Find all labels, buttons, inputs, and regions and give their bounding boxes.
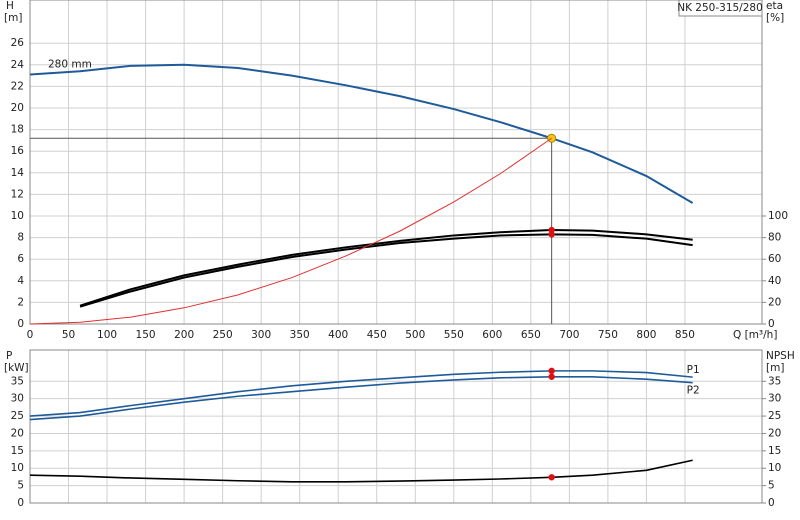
- x-axis-label: Q [m³/h]: [733, 329, 777, 341]
- y2-tick-label: 35: [768, 375, 781, 387]
- chart-title: NK 250-315/280: [677, 2, 763, 14]
- y2-tick-label: 0: [768, 318, 775, 330]
- duty-marker: [548, 373, 555, 380]
- x-tick-label: 550: [444, 329, 464, 341]
- y2-tick-label: 80: [768, 232, 781, 244]
- curve-label: P1: [687, 364, 700, 376]
- y2-tick-label: 60: [768, 253, 781, 265]
- series-line: [29, 459, 693, 483]
- y2-tick-label: 25: [768, 410, 781, 422]
- y2-axis-unit: [m]: [766, 362, 784, 374]
- y-tick-label: 16: [11, 145, 25, 157]
- plot-frame: [29, 349, 763, 504]
- y-tick-label: 0: [17, 318, 24, 330]
- duty-marker: [548, 231, 555, 238]
- x-tick-label: 600: [482, 329, 502, 341]
- series-line: [29, 63, 694, 204]
- y2-tick-label: 15: [768, 445, 781, 457]
- y-tick-label: 14: [11, 167, 25, 179]
- x-tick-label: 50: [62, 329, 75, 341]
- x-tick-label: 650: [521, 329, 541, 341]
- y-tick-label: 35: [11, 375, 24, 387]
- x-tick-label: 850: [675, 329, 695, 341]
- y-axis-label: P: [6, 350, 12, 362]
- x-tick-label: 100: [97, 329, 117, 341]
- y-tick-label: 4: [17, 275, 24, 287]
- y-tick-label: 10: [11, 210, 24, 222]
- y-tick-label: 20: [11, 427, 24, 439]
- x-tick-label: 0: [27, 329, 34, 341]
- y-tick-label: 25: [11, 410, 24, 422]
- series-line: [29, 375, 693, 421]
- y-tick-label: 20: [11, 102, 24, 114]
- duty-marker: [548, 474, 555, 481]
- x-tick-label: 700: [559, 329, 579, 341]
- x-tick-label: 450: [367, 329, 387, 341]
- y-tick-label: 10: [11, 462, 24, 474]
- title-box: [678, 0, 763, 17]
- y-tick-label: 12: [11, 188, 24, 200]
- y2-tick-label: 0: [768, 497, 775, 509]
- y2-tick-label: 30: [768, 393, 781, 405]
- y-axis-unit: [kW]: [4, 362, 29, 374]
- x-tick-label: 250: [213, 329, 233, 341]
- y2-tick-label: 100: [768, 210, 788, 222]
- x-tick-label: 150: [136, 329, 156, 341]
- y-tick-label: 6: [17, 253, 24, 265]
- x-tick-label: 200: [174, 329, 194, 341]
- y-tick-label: 30: [11, 393, 24, 405]
- x-tick-label: 800: [636, 329, 656, 341]
- series-line: [79, 229, 693, 307]
- y2-tick-label: 10: [768, 462, 781, 474]
- y2-axis-label: NPSH: [766, 350, 795, 362]
- y-tick-label: 22: [11, 80, 24, 92]
- y-tick-label: 8: [17, 232, 24, 244]
- series-line: [79, 233, 693, 308]
- y2-tick-label: 20: [768, 427, 781, 439]
- y-axis-unit: [m]: [4, 12, 22, 24]
- curve-label: 280 mm: [48, 59, 92, 71]
- y2-axis-unit: [%]: [766, 12, 784, 24]
- x-tick-label: 400: [328, 329, 348, 341]
- y-tick-label: 2: [17, 296, 24, 308]
- y-tick-label: 26: [11, 37, 25, 49]
- y2-tick-label: 20: [768, 296, 781, 308]
- plot-frame: [29, 0, 763, 325]
- y2-tick-label: 40: [768, 275, 781, 287]
- y2-tick-label: 5: [768, 480, 775, 492]
- y-tick-label: 5: [17, 480, 24, 492]
- y-tick-label: 24: [11, 59, 25, 71]
- y-tick-label: 0: [17, 497, 24, 509]
- duty-marker: [548, 367, 555, 375]
- x-tick-label: 300: [251, 329, 271, 341]
- x-tick-label: 350: [290, 329, 310, 341]
- x-tick-label: 750: [598, 329, 618, 341]
- curve-label: P2: [687, 385, 700, 397]
- y-tick-label: 18: [11, 124, 24, 136]
- series-line: [29, 370, 693, 417]
- x-tick-label: 500: [405, 329, 425, 341]
- y-tick-label: 15: [11, 445, 24, 457]
- y-axis-label: H: [6, 0, 14, 12]
- series-line: [29, 137, 552, 325]
- y2-axis-label: eta: [766, 0, 783, 12]
